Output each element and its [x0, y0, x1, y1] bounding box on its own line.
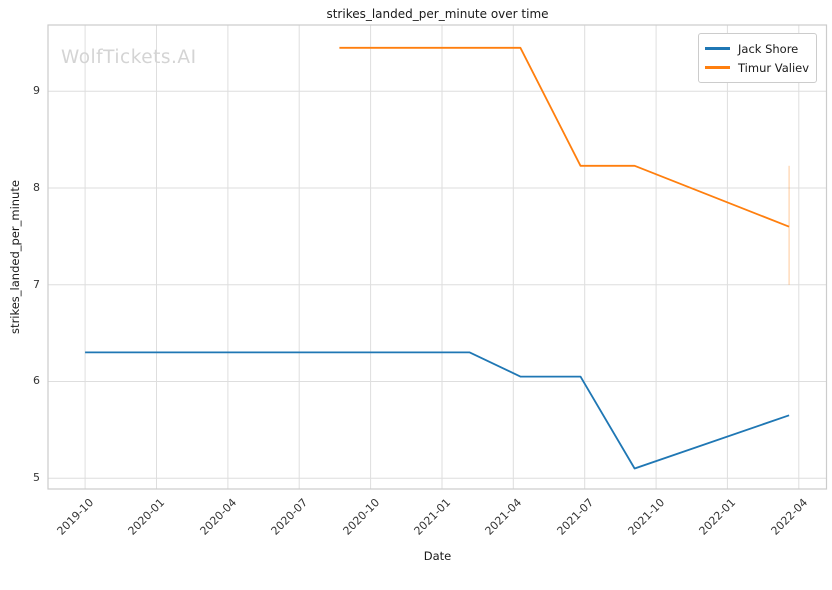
legend-item-timur-valiev: Timur Valiev [705, 58, 809, 77]
chart-title: strikes_landed_per_minute over time [326, 7, 549, 21]
plot-border [47, 24, 828, 490]
y-tick-label: 5 [33, 471, 40, 485]
chart-figure: strikes_landed_per_minute over time Wolf… [8, 7, 828, 563]
series-line-jack-shore [85, 351, 790, 470]
chart-canvas [47, 24, 828, 490]
y-tick-label: 9 [33, 84, 40, 98]
legend-label-timur-valiev: Timur Valiev [738, 60, 810, 75]
legend-item-jack-shore: Jack Shore [705, 39, 809, 58]
x-axis-label: Date [423, 549, 452, 563]
legend: Jack Shore Timur Valiev [698, 33, 817, 83]
y-tick-label: 8 [33, 181, 40, 195]
series-line-timur-valiev [339, 46, 790, 228]
legend-line-swatch-jack-shore [705, 47, 730, 50]
legend-line-swatch-timur-valiev [705, 66, 730, 69]
y-tick-label: 7 [33, 277, 40, 291]
watermark: WolfTickets.AI [61, 47, 197, 68]
legend-label-jack-shore: Jack Shore [738, 41, 799, 56]
y-tick-label: 6 [33, 374, 40, 388]
